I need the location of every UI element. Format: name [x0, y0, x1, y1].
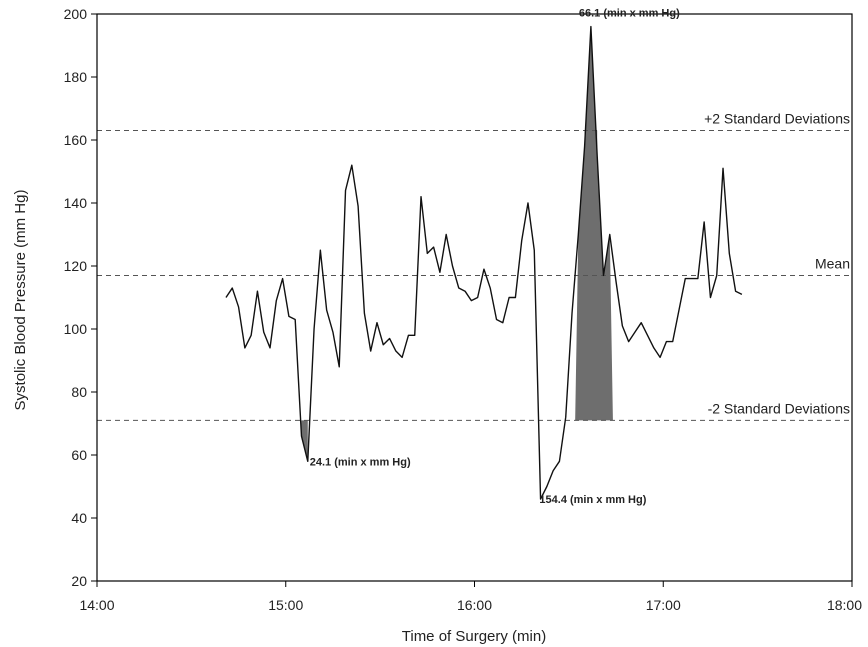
y-tick-label: 40 [71, 510, 87, 526]
y-tick-label: 200 [64, 6, 88, 22]
reference-line-label: +2 Standard Deviations [704, 111, 850, 127]
y-tick-label: 60 [71, 447, 87, 463]
x-tick-label: 17:00 [646, 597, 681, 613]
x-tick-label: 14:00 [79, 597, 114, 613]
x-tick-label: 18:00 [827, 597, 862, 613]
x-axis-title: Time of Surgery (min) [402, 628, 546, 645]
annotation-label: 66.1 (min x mm Hg) [579, 8, 680, 20]
annotation-label: 154.4 (min x mm Hg) [539, 494, 646, 506]
series-layer [225, 25, 743, 500]
y-tick-label: 140 [64, 195, 88, 211]
series-line [225, 25, 743, 500]
x-tick-label: 16:00 [457, 597, 492, 613]
y-tick-label: 180 [64, 69, 88, 85]
x-axis: 14:00 15:00 16:00 17:00 18:00 [79, 581, 862, 613]
shaded-area-layer [301, 26, 613, 462]
y-tick-label: 100 [64, 321, 88, 337]
shaded-area [575, 26, 613, 421]
y-axis: 20 40 60 80 100 120 140 160 180 200 [64, 6, 97, 589]
x-tick-label: 15:00 [268, 597, 303, 613]
reference-line-layer: +2 Standard Deviations Mean -2 Standard De… [97, 111, 852, 421]
y-axis-title: Systolic Blood Pressure (mm Hg) [12, 190, 29, 411]
y-tick-label: 80 [71, 384, 87, 400]
shaded-area [584, 26, 598, 156]
shaded-area [301, 420, 308, 462]
y-tick-label: 20 [71, 573, 87, 589]
annotation-layer: 66.1 (min x mm Hg) 24.1 (min x mm Hg) 154.… [310, 8, 680, 507]
annotation-label: 24.1 (min x mm Hg) [310, 456, 411, 468]
plot-frame [96, 13, 853, 582]
y-tick-label: 160 [64, 132, 88, 148]
reference-line-label: -2 Standard Deviations [708, 400, 850, 416]
reference-line-label: Mean [815, 255, 850, 271]
y-tick-label: 120 [64, 258, 88, 274]
